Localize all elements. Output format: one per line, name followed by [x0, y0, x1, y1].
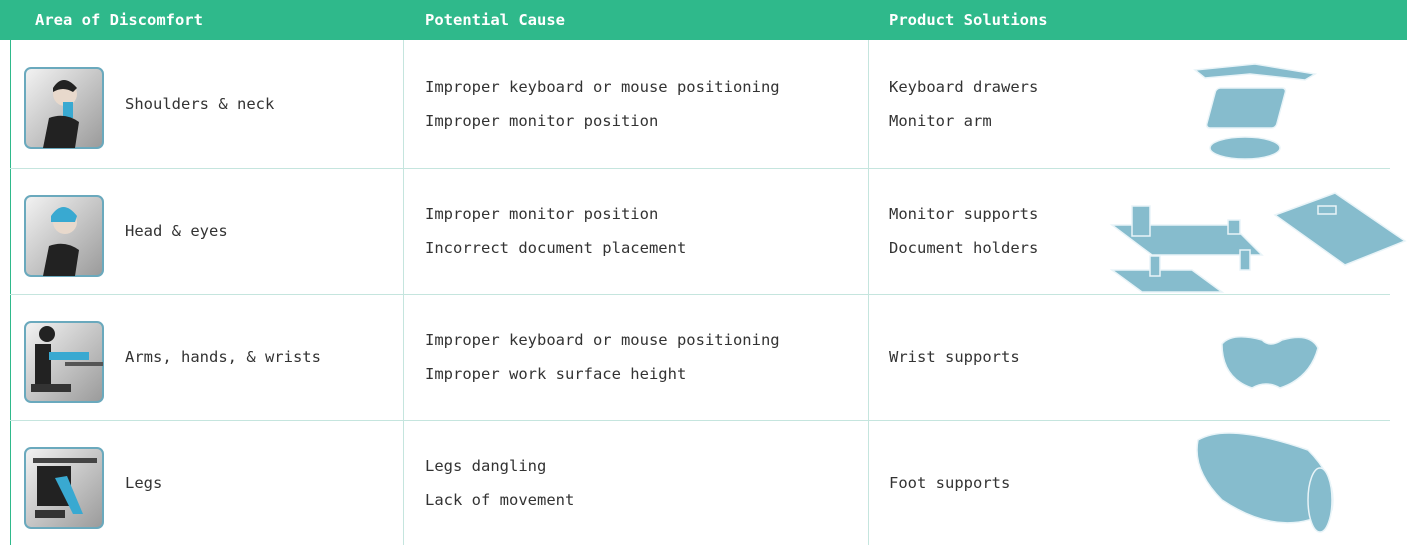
solution: Document holders [889, 239, 1039, 257]
cause: Lack of movement [425, 491, 575, 509]
solution: Keyboard drawers [889, 78, 1039, 96]
column-divider [868, 40, 869, 545]
products [1109, 63, 1407, 533]
area: Arms, hands, & wrists [125, 348, 321, 366]
solution: Monitor supports [889, 205, 1039, 223]
row-divider [10, 294, 1390, 295]
area: Head & eyes [125, 222, 228, 240]
solution: Foot supports [889, 474, 1011, 492]
cause: Incorrect document placement [425, 239, 687, 257]
area: Legs [125, 474, 163, 492]
header-cell: Area of Discomfort [35, 11, 203, 29]
cause: Improper keyboard or mouse positioning [425, 331, 780, 349]
row-divider [10, 168, 1390, 169]
cause: Improper keyboard or mouse positioning [425, 78, 780, 96]
row-divider [10, 420, 1390, 421]
solution: Wrist supports [889, 348, 1020, 366]
header-cell: Potential Cause [425, 11, 565, 29]
column-divider [403, 40, 404, 545]
header-bar [0, 0, 1407, 40]
cause: Improper work surface height [425, 365, 687, 383]
header-cell: Product Solutions [889, 11, 1048, 29]
cause: Improper monitor position [425, 205, 659, 223]
cause: Improper monitor position [425, 112, 659, 130]
area: Shoulders & neck [125, 95, 275, 113]
solution: Monitor arm [889, 112, 992, 130]
icons [24, 67, 104, 529]
left-border [10, 0, 11, 545]
cause: Legs dangling [425, 457, 547, 475]
